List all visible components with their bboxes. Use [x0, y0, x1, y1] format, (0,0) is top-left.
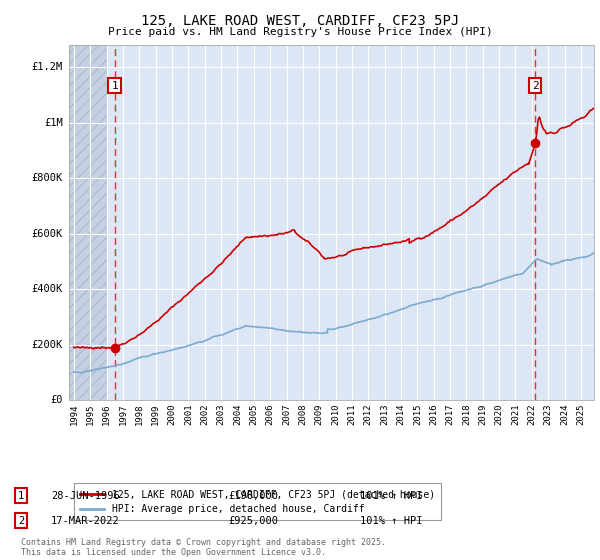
- Text: £200K: £200K: [31, 340, 63, 350]
- Text: Price paid vs. HM Land Registry's House Price Index (HPI): Price paid vs. HM Land Registry's House …: [107, 27, 493, 37]
- Text: 17-MAR-2022: 17-MAR-2022: [51, 516, 120, 526]
- Text: £0: £0: [50, 395, 63, 405]
- Text: 101% ↑ HPI: 101% ↑ HPI: [360, 491, 422, 501]
- Text: 2: 2: [18, 516, 24, 526]
- Text: 28-JUN-1996: 28-JUN-1996: [51, 491, 120, 501]
- Text: £400K: £400K: [31, 284, 63, 294]
- Text: 125, LAKE ROAD WEST, CARDIFF, CF23 5PJ: 125, LAKE ROAD WEST, CARDIFF, CF23 5PJ: [141, 14, 459, 28]
- Text: £190,000: £190,000: [228, 491, 278, 501]
- Bar: [69, 45, 107, 400]
- Text: £1.2M: £1.2M: [31, 62, 63, 72]
- Text: £925,000: £925,000: [228, 516, 278, 526]
- Text: 1: 1: [111, 81, 118, 91]
- Legend: 125, LAKE ROAD WEST, CARDIFF, CF23 5PJ (detached house), HPI: Average price, det: 125, LAKE ROAD WEST, CARDIFF, CF23 5PJ (…: [74, 483, 441, 520]
- Text: 2: 2: [532, 81, 539, 91]
- Text: £800K: £800K: [31, 173, 63, 183]
- Text: £600K: £600K: [31, 228, 63, 239]
- Text: 101% ↑ HPI: 101% ↑ HPI: [360, 516, 422, 526]
- Text: 1: 1: [18, 491, 24, 501]
- Text: Contains HM Land Registry data © Crown copyright and database right 2025.
This d: Contains HM Land Registry data © Crown c…: [21, 538, 386, 557]
- Text: £1M: £1M: [44, 118, 63, 128]
